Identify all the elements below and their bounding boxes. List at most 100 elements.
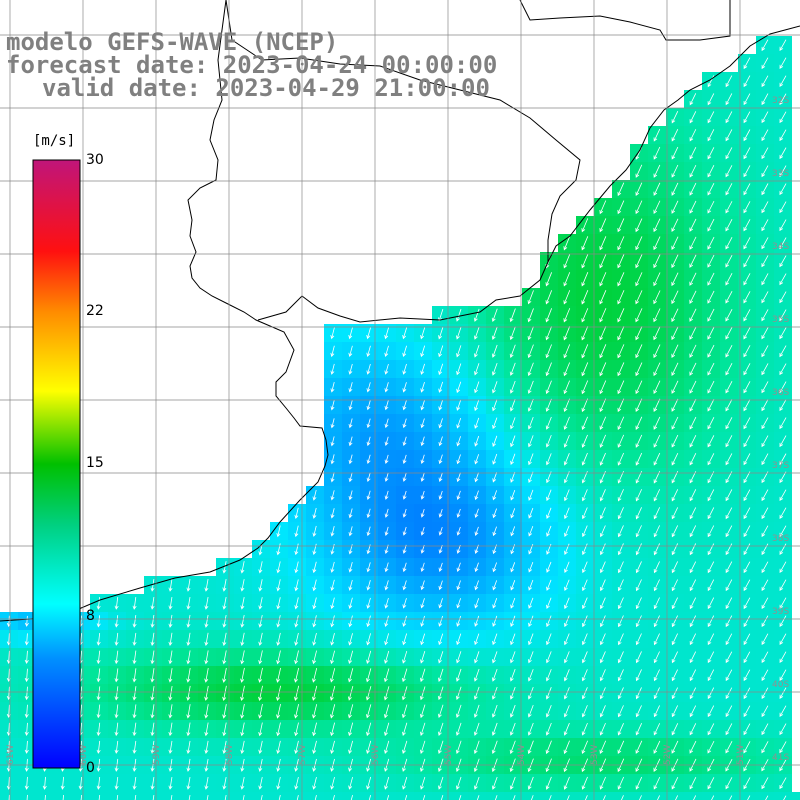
longitude-label: 51W [736, 745, 746, 765]
wind-arrow [725, 543, 733, 556]
wind-arrow [312, 561, 317, 574]
wind-arrow [132, 776, 137, 790]
wind-arrow [527, 398, 534, 412]
wind-arrow [186, 685, 191, 701]
wind-arrow [312, 579, 317, 592]
wind-speed-cell [522, 792, 540, 800]
wind-arrow [581, 489, 588, 502]
wind-arrow [312, 507, 317, 519]
wind-arrow [617, 218, 625, 233]
wind-arrow [546, 543, 552, 555]
border-line-north [519, 0, 731, 41]
wind-arrow [366, 400, 371, 411]
wind-arrow [599, 543, 606, 556]
wind-arrow [348, 418, 353, 429]
wind-arrow [419, 722, 426, 736]
wind-arrow [671, 507, 679, 520]
wind-arrow [743, 687, 751, 700]
wind-arrow [599, 740, 607, 755]
wind-arrow [566, 795, 570, 800]
wind-arrow [186, 614, 191, 628]
wind-arrow [761, 219, 769, 232]
wind-arrow [420, 400, 425, 411]
wind-arrow [725, 507, 733, 520]
wind-arrow [294, 704, 300, 719]
wind-arrow [366, 776, 372, 790]
wind-arrow [599, 776, 606, 790]
wind-arrow [294, 667, 300, 683]
title-model: modelo GEFS-WAVE (NCEP) [6, 28, 339, 56]
longitude-label: 54W [517, 745, 527, 765]
wind-arrow [743, 309, 751, 322]
wind-arrow [635, 344, 643, 359]
wind-arrow [689, 723, 697, 736]
wind-arrow [96, 722, 101, 737]
wind-arrow [689, 579, 697, 592]
wind-arrow [384, 400, 389, 411]
wind-speed-cell [216, 792, 234, 800]
wind-arrow [743, 543, 751, 556]
wind-arrow [330, 579, 335, 592]
wind-arrow [545, 776, 552, 790]
wind-arrow [473, 722, 480, 736]
wind-arrow [635, 489, 643, 502]
wind-arrow [563, 669, 570, 682]
wind-arrow [276, 543, 281, 556]
wind-arrow [725, 236, 733, 250]
wind-arrow [707, 93, 715, 106]
wind-arrow [599, 272, 607, 287]
wind-arrow [689, 740, 697, 754]
wind-arrow [671, 651, 679, 664]
wind-arrow [510, 453, 516, 466]
wind-arrow [330, 740, 335, 754]
wind-arrow [671, 111, 679, 124]
wind-arrow [743, 669, 751, 682]
wind-arrow [114, 615, 119, 628]
wind-arrow [635, 633, 642, 646]
wind-arrow [491, 344, 498, 358]
wind-arrow [617, 182, 625, 197]
wind-arrow [438, 490, 443, 500]
wind-arrow [671, 218, 679, 232]
wind-arrow [617, 254, 625, 269]
wind-arrow [761, 327, 769, 340]
wind-arrow [581, 669, 588, 682]
wind-arrow [222, 597, 227, 610]
colorbar-tick: 22 [86, 303, 104, 319]
wind-arrow [617, 561, 624, 574]
wind-arrow [599, 651, 606, 664]
wind-arrow [294, 740, 299, 754]
wind-arrow [347, 668, 354, 683]
wind-arrow [671, 182, 679, 196]
wind-arrow [621, 795, 624, 800]
wind-arrow [761, 381, 769, 394]
wind-arrow [707, 723, 715, 736]
wind-arrow [689, 507, 697, 520]
wind-arrow [779, 363, 787, 376]
wind-arrow [476, 795, 480, 800]
wind-arrow [204, 596, 209, 610]
wind-arrow [725, 308, 733, 322]
wind-arrow [599, 434, 607, 448]
longitude-label: 52W [663, 745, 673, 765]
wind-arrow [563, 398, 570, 413]
wind-arrow [366, 327, 371, 340]
wind-arrow [314, 795, 317, 800]
wind-arrow [240, 685, 245, 702]
wind-arrow [402, 490, 407, 500]
wind-speed-cell [468, 792, 486, 800]
wind-arrow [689, 434, 697, 448]
wind-arrow [707, 561, 715, 574]
wind-arrow [779, 309, 787, 322]
wind-arrow [420, 472, 425, 482]
wind-arrow [348, 776, 353, 790]
wind-arrow [635, 597, 642, 610]
wind-arrow [24, 650, 29, 664]
wind-arrow [635, 326, 643, 341]
wind-arrow [707, 651, 715, 664]
colorbar-unit: [m/s] [33, 133, 76, 149]
wind-arrow [456, 651, 462, 664]
colorbar-tick: 15 [86, 455, 104, 471]
wind-arrow [617, 687, 624, 700]
wind-arrow [563, 651, 570, 664]
